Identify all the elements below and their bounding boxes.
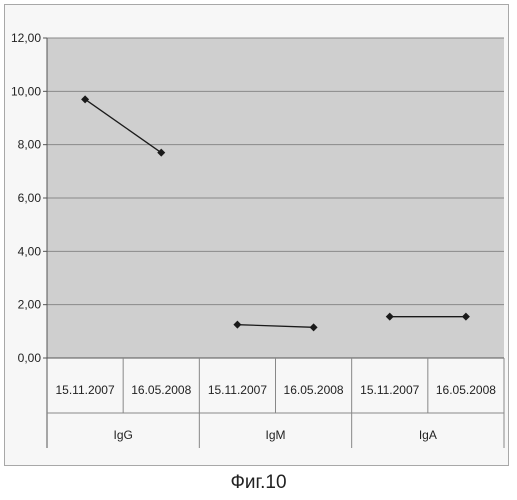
x-category-label: 15.11.2007 xyxy=(55,383,114,397)
y-tick-label: 0,00 xyxy=(18,351,42,365)
x-group-label: IgG xyxy=(113,428,132,442)
y-tick-label: 6,00 xyxy=(18,191,42,205)
x-category-label: 16.05.2008 xyxy=(436,383,496,397)
y-tick-label: 10,00 xyxy=(11,84,41,98)
y-tick-label: 8,00 xyxy=(18,138,42,152)
y-tick-label: 4,00 xyxy=(18,244,42,258)
y-tick-label: 2,00 xyxy=(18,298,42,312)
x-category-label: 15.11.2007 xyxy=(360,383,419,397)
x-group-label: IgM xyxy=(265,428,285,442)
figure-caption: Фиг.10 xyxy=(0,472,517,494)
x-group-label: IgA xyxy=(419,428,437,442)
x-category-label: 16.05.2008 xyxy=(284,383,344,397)
y-tick-label: 12,00 xyxy=(11,31,41,45)
x-category-label: 16.05.2008 xyxy=(131,383,191,397)
line-chart: 0,00 2,00 4,00 6,00 8,00 10,00 12,00 15.11.2007… xyxy=(0,0,517,466)
x-category-label: 15.11.2007 xyxy=(208,383,267,397)
